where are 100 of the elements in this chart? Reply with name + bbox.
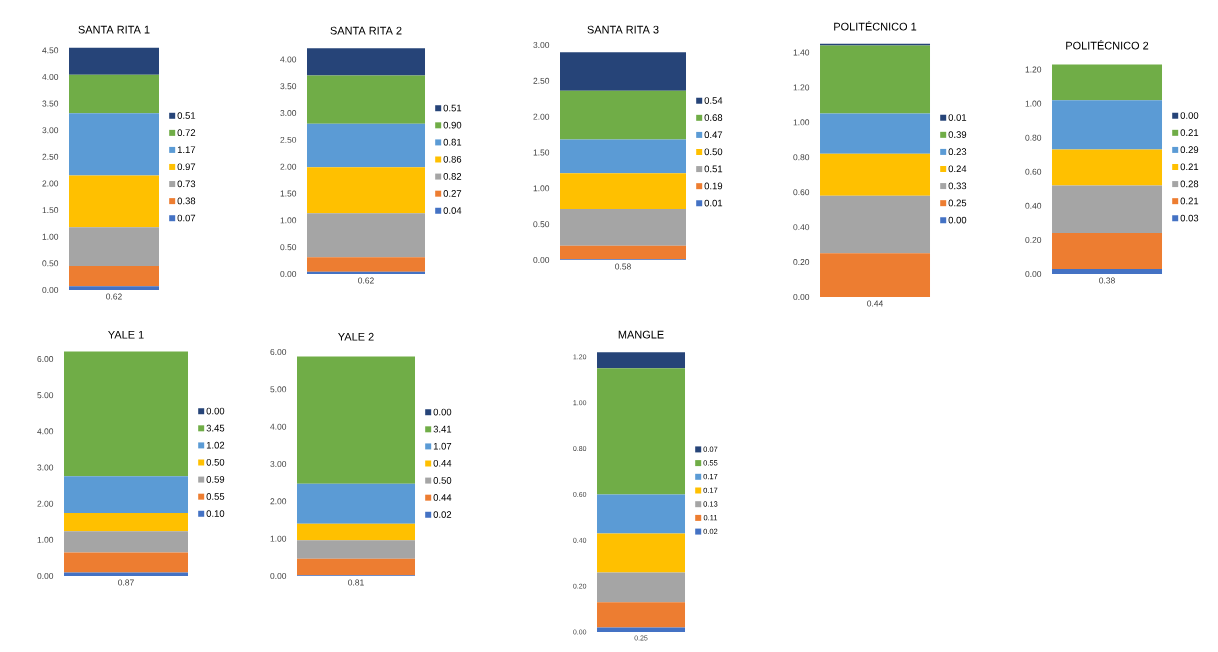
chart-title: SANTA RITA 1 — [78, 25, 150, 34]
x-tick-label: 0.58 — [615, 263, 631, 270]
y-tick-label: 3.50 — [280, 83, 297, 90]
y-tick-label: 3.00 — [42, 127, 59, 134]
chart-title: YALE 1 — [108, 330, 144, 339]
legend-label: 0.28 — [1180, 180, 1199, 188]
y-tick-label: 1.50 — [280, 190, 297, 197]
x-tick-label: 0.87 — [118, 579, 134, 586]
legend-label: 0.51 — [443, 104, 462, 112]
chart-title: MANGLE — [618, 330, 664, 339]
legend-label: 0.59 — [206, 476, 225, 483]
legend-label: 0.10 — [206, 510, 225, 517]
y-tick-label: 2.00 — [280, 163, 297, 170]
legend-label: 0.50 — [704, 148, 723, 156]
y-tick-label: 0.00 — [280, 271, 297, 277]
legend-label: 0.03 — [1180, 214, 1199, 222]
legend-label: 0.72 — [177, 129, 196, 137]
legend-label: 0.38 — [177, 197, 196, 205]
legend-label: 0.23 — [948, 148, 967, 156]
y-tick-label: 2.00 — [533, 113, 550, 120]
y-tick-label: 4.00 — [270, 423, 287, 430]
legend-label: 0.33 — [948, 182, 967, 190]
y-tick-label: 0.60 — [1025, 168, 1042, 175]
legend-label: 0.07 — [177, 214, 196, 222]
y-tick-label: 4.50 — [42, 47, 59, 54]
y-tick-label: 6.00 — [37, 356, 54, 363]
legend-label: 0.00 — [948, 216, 967, 224]
legend-label: 0.50 — [433, 477, 452, 484]
legend-label: 0.29 — [1180, 146, 1199, 154]
legend-label: 0.82 — [443, 173, 462, 180]
legend-label: 0.04 — [443, 207, 462, 214]
y-tick-label: 4.00 — [280, 56, 297, 63]
y-tick-label: 3.00 — [270, 461, 287, 467]
legend-label: 0.21 — [1180, 197, 1199, 205]
legend-label: 0.21 — [1180, 129, 1199, 136]
legend-label: 0.81 — [443, 138, 462, 146]
x-tick-label: 0.62 — [358, 277, 374, 284]
y-tick-label: 0.20 — [1025, 236, 1042, 243]
legend-label: 0.01 — [948, 114, 967, 121]
y-tick-label: 1.00 — [270, 535, 287, 542]
y-tick-label: 3.00 — [37, 464, 54, 471]
legend-label: 1.17 — [177, 146, 196, 153]
y-tick-label: 3.50 — [42, 100, 59, 107]
y-tick-label: 4.00 — [42, 73, 59, 80]
legend-label: 0.00 — [1180, 112, 1199, 119]
y-tick-label: 6.00 — [270, 349, 287, 355]
legend-label: 0.55 — [206, 493, 225, 500]
y-tick-label: 0.40 — [793, 224, 810, 231]
y-tick-label: 3.00 — [533, 42, 550, 48]
y-tick-label: 2.50 — [42, 153, 59, 160]
y-tick-label: 2.00 — [37, 500, 54, 507]
y-tick-label: 2.00 — [270, 498, 287, 505]
y-tick-label: 1.50 — [533, 149, 550, 156]
y-tick-label: 5.00 — [270, 386, 287, 393]
legend-label: 0.39 — [948, 131, 967, 138]
legend-label: 0.90 — [443, 121, 462, 129]
y-tick-label: 0.00 — [793, 294, 810, 300]
legend-label: 0.27 — [443, 190, 462, 197]
y-tick-label: 0.20 — [793, 259, 810, 266]
legend-label: 0.02 — [433, 511, 452, 518]
y-tick-label: 4.00 — [37, 428, 54, 435]
y-tick-label: 0.80 — [793, 154, 810, 161]
y-tick-label: 5.00 — [37, 392, 54, 399]
y-tick-label: 0.00 — [270, 573, 287, 579]
y-tick-label: 1.00 — [793, 119, 810, 126]
y-tick-label: 1.00 — [280, 217, 297, 224]
y-tick-label: 0.40 — [1025, 202, 1042, 209]
legend-label: 0.97 — [177, 163, 196, 171]
chart-title: POLITÉCNICO 2 — [1066, 39, 1149, 50]
legend-label: 0.01 — [704, 199, 723, 207]
y-tick-label: 1.40 — [793, 49, 810, 56]
legend-label: 0.00 — [433, 408, 452, 416]
legend-label: 0.44 — [433, 459, 452, 467]
y-tick-label: 0.00 — [533, 257, 550, 263]
chart-title: SANTA RITA 2 — [330, 26, 402, 35]
legend-label: 0.21 — [1180, 163, 1199, 171]
y-tick-label: 1.20 — [793, 84, 810, 91]
legend-label: 0.00 — [206, 407, 225, 415]
legend-label: 0.68 — [704, 114, 723, 121]
y-tick-label: 0.60 — [793, 189, 810, 196]
legend-label: 1.02 — [206, 441, 225, 449]
y-tick-label: 0.50 — [533, 221, 550, 228]
legend-label: 0.50 — [206, 458, 225, 466]
legend-label: 1.07 — [433, 442, 452, 450]
legend-label: 0.25 — [948, 199, 967, 207]
legend-label: 0.24 — [948, 165, 967, 173]
legend-label: 0.51 — [177, 112, 196, 119]
y-tick-label: 0.50 — [280, 244, 297, 251]
y-tick-label: 0.00 — [37, 573, 54, 579]
chart-title: POLITÉCNICO 1 — [834, 20, 917, 31]
legend-label: 0.47 — [704, 131, 723, 139]
y-tick-label: 1.00 — [533, 185, 550, 192]
legend-label: 0.54 — [704, 97, 723, 104]
legend-label: 0.19 — [704, 182, 723, 190]
y-tick-label: 2.00 — [42, 180, 59, 187]
legend-label: 0.51 — [704, 165, 723, 173]
y-tick-label: 2.50 — [533, 77, 550, 84]
legend-label: 0.44 — [433, 494, 452, 501]
y-tick-label: 0.80 — [1025, 134, 1042, 141]
legend-label: 3.41 — [433, 425, 452, 433]
